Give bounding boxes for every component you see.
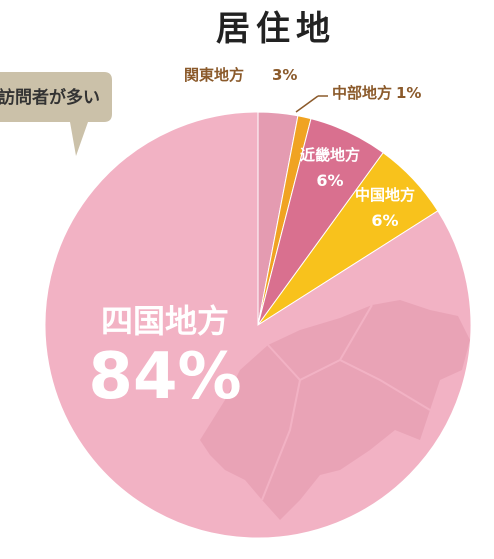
callout: [0, 72, 112, 156]
category-label: 中国地方: [355, 186, 415, 204]
annotation: 訪問者が多い: [0, 87, 100, 108]
value-label: 6%: [316, 171, 343, 190]
category-label: 関東地方: [184, 66, 244, 84]
map-borders: [261, 304, 431, 501]
category-label: 中部地方: [332, 84, 392, 102]
chart-title: 居住地: [216, 9, 336, 49]
value-label: 84%: [88, 340, 241, 414]
category-label: 四国地方: [101, 302, 229, 340]
value-label: 6%: [371, 211, 398, 230]
category-label: 近畿地方: [300, 146, 360, 164]
shikoku-map: [200, 300, 470, 520]
value-label: 1%: [396, 84, 421, 102]
leader-line: [295, 95, 319, 113]
value-label: 3%: [272, 66, 297, 84]
